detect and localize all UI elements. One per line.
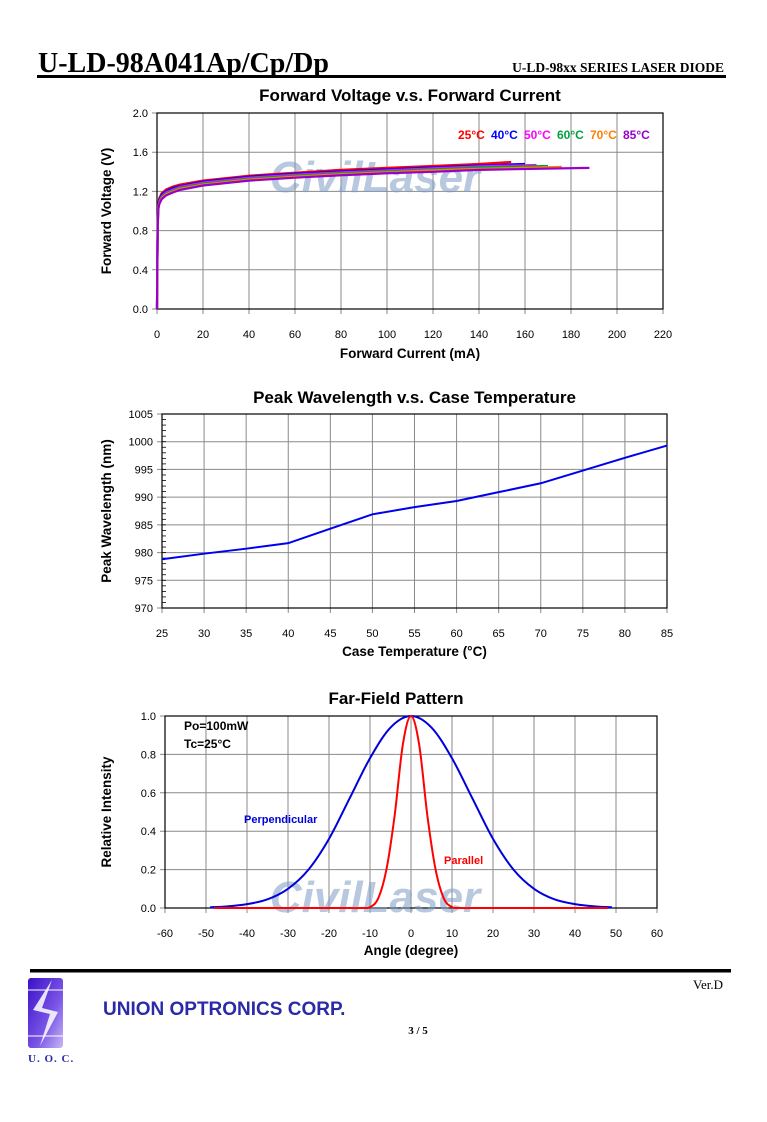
- far-field-chart: Far-Field Pattern -60 -50 -40 -30 -20 -10 0 10 20…: [99, 689, 663, 958]
- legend-item: 40°C: [491, 128, 518, 142]
- legend-item: 25°C: [458, 128, 485, 142]
- x-tick-label: -40: [239, 928, 255, 940]
- x-tick-label: 70: [535, 628, 547, 640]
- y-tick-label: 995: [135, 464, 153, 476]
- y-tick-label: 1.0: [141, 711, 156, 723]
- y-tick-label: 0.0: [141, 903, 156, 915]
- y-tick-label: 980: [135, 548, 153, 560]
- x-tick-label: 220: [654, 329, 672, 341]
- x-tick-label: 85: [661, 628, 673, 640]
- x-tick-label: 160: [516, 329, 534, 341]
- annotation-temperature: Tc=25°C: [184, 737, 231, 751]
- uoc-logo: [28, 978, 63, 1048]
- page-number: 3 / 5: [408, 1025, 428, 1037]
- x-tick-label: 30: [528, 928, 540, 940]
- series-line-wavelength: [161, 444, 668, 561]
- x-tick-label: 50: [366, 628, 378, 640]
- x-tick-label: -10: [362, 928, 378, 940]
- y-tick-label: 0.4: [133, 265, 148, 277]
- footer-rule: [30, 969, 731, 973]
- series-label-perpendicular: Perpendicular: [244, 814, 318, 826]
- series-line-parallel: [214, 714, 608, 910]
- x-tick-label: 80: [335, 329, 347, 341]
- x-tick-label: 45: [324, 628, 336, 640]
- x-tick-label: 120: [424, 329, 442, 341]
- x-tick-label: 60: [289, 329, 301, 341]
- x-tick-label: 180: [562, 329, 580, 341]
- lightning-icon: [33, 980, 58, 1046]
- y-tick-label: 0.8: [141, 749, 156, 761]
- y-tick-label: 0.0: [133, 304, 148, 316]
- y-tick-label: 0.8: [133, 226, 148, 238]
- series-line-85c: [155, 166, 590, 310]
- x-tick-label: 60: [450, 628, 462, 640]
- chart-title: Far-Field Pattern: [328, 689, 463, 708]
- logo-text: U. O. C.: [28, 1053, 74, 1065]
- y-tick-label: 970: [135, 603, 153, 615]
- series-subtitle: U-LD-98xx SERIES LASER DIODE: [512, 60, 724, 75]
- x-tick-label: 200: [608, 329, 626, 341]
- x-tick-label: 140: [470, 329, 488, 341]
- watermark: CivilLaser: [270, 873, 483, 922]
- x-tick-label: 35: [240, 628, 252, 640]
- x-axis-label: Angle (degree): [364, 943, 459, 958]
- part-number-title: U-LD-98A041Ap/Cp/Dp: [38, 48, 329, 79]
- y-axis-label: Peak Wavelength (nm): [99, 439, 114, 583]
- y-axis-label: Relative Intensity: [99, 756, 114, 868]
- x-tick-label: 40: [243, 329, 255, 341]
- plot-frame: [161, 413, 668, 609]
- x-tick-label: -20: [321, 928, 337, 940]
- x-axis-label: Forward Current (mA): [340, 346, 480, 361]
- series-label-parallel: Parallel: [444, 855, 483, 867]
- x-tick-label: 40: [282, 628, 294, 640]
- legend-item: 60°C: [557, 128, 584, 142]
- peak-wavelength-chart: Peak Wavelength v.s. Case Temperature 25 3…: [99, 388, 673, 659]
- legend-item: 85°C: [623, 128, 650, 142]
- x-tick-label: 0: [154, 329, 160, 341]
- x-tick-label: 60: [651, 928, 663, 940]
- y-tick-label: 1005: [129, 409, 153, 421]
- x-tick-label: -60: [157, 928, 173, 940]
- plot-frame: [156, 112, 664, 310]
- version-label: Ver.D: [693, 977, 723, 992]
- legend-item: 70°C: [590, 128, 617, 142]
- x-tick-label: -50: [198, 928, 214, 940]
- y-tick-label: 1.6: [133, 147, 148, 159]
- y-tick-label: 0.2: [141, 865, 156, 877]
- x-tick-label: 100: [378, 329, 396, 341]
- company-name: UNION OPTRONICS CORP.: [103, 999, 345, 1020]
- y-tick-label: 2.0: [133, 108, 148, 120]
- x-tick-label: 30: [198, 628, 210, 640]
- y-tick-label: 1000: [129, 437, 153, 449]
- y-tick-label: 0.6: [141, 788, 156, 800]
- x-tick-label: 40: [569, 928, 581, 940]
- x-tick-label: 65: [493, 628, 505, 640]
- x-tick-label: 55: [408, 628, 420, 640]
- x-tick-label: 20: [197, 329, 209, 341]
- legend-item: 50°C: [524, 128, 551, 142]
- x-tick-label: 20: [487, 928, 499, 940]
- x-tick-label: 0: [408, 928, 414, 940]
- y-tick-label: 985: [135, 520, 153, 532]
- chart-title: Peak Wavelength v.s. Case Temperature: [253, 388, 576, 407]
- y-tick-label: 975: [135, 575, 153, 587]
- y-tick-label: 1.2: [133, 186, 148, 198]
- forward-voltage-chart: Forward Voltage v.s. Forward Current 0 20 4…: [99, 86, 672, 361]
- y-axis-label: Forward Voltage (V): [99, 148, 114, 275]
- x-tick-label: 80: [619, 628, 631, 640]
- chart-title: Forward Voltage v.s. Forward Current: [259, 86, 561, 105]
- x-tick-label: -30: [280, 928, 296, 940]
- y-tick-label: 0.4: [141, 826, 156, 838]
- x-axis-label: Case Temperature (°C): [342, 644, 487, 659]
- x-tick-label: 25: [156, 628, 168, 640]
- x-tick-label: 75: [577, 628, 589, 640]
- y-tick-label: 990: [135, 492, 153, 504]
- x-tick-label: 10: [446, 928, 458, 940]
- header-rule: [37, 75, 726, 78]
- annotation-power: Po=100mW: [184, 719, 249, 733]
- x-tick-label: 50: [610, 928, 622, 940]
